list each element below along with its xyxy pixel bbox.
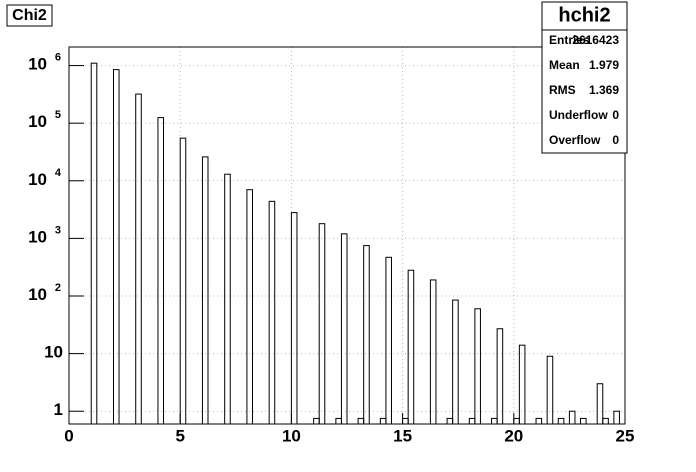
- y-tick-label: 1: [54, 401, 63, 420]
- y-tick-base: 10: [28, 285, 47, 304]
- stats-box: [541, 1, 628, 154]
- y-tick-label: 10: [28, 55, 47, 74]
- y-tick-power: 5: [55, 109, 61, 121]
- x-tick-label: 15: [393, 426, 412, 445]
- x-tick-label: 0: [64, 426, 73, 445]
- y-tick-power: 4: [55, 167, 62, 179]
- y-tick-label: 10: [28, 113, 47, 132]
- stats-value: 2616423: [572, 33, 619, 47]
- stats-label: RMS: [549, 83, 576, 97]
- y-tick-base: 10: [28, 55, 47, 74]
- stats-label: Overflow: [549, 133, 601, 147]
- stats-value: 1.979: [589, 58, 619, 72]
- y-tick-base: 1: [54, 401, 63, 420]
- chart-title: Chi2: [12, 7, 47, 24]
- plot-frame: [68, 46, 626, 425]
- x-tick-label: 5: [175, 426, 184, 445]
- y-tick-label: 10: [44, 343, 63, 362]
- y-tick-power: 6: [55, 51, 61, 63]
- title-box: [6, 4, 53, 27]
- y-tick-base: 10: [28, 228, 47, 247]
- stats-title: hchi2: [558, 4, 610, 26]
- y-tick-base: 10: [28, 170, 47, 189]
- y-tick-power: 2: [55, 282, 61, 294]
- stats-label: Mean: [549, 58, 580, 72]
- y-tick-label: 10: [28, 228, 47, 247]
- stats-value: 0: [612, 108, 619, 122]
- y-tick-power: 3: [55, 224, 61, 236]
- y-tick-base: 10: [28, 113, 47, 132]
- y-tick-power-text: 3: [55, 224, 61, 236]
- stats-label: Underflow: [549, 108, 608, 122]
- x-tick-label: 20: [504, 426, 523, 445]
- x-tick-label: 10: [282, 426, 301, 445]
- stats-value: 0: [612, 133, 619, 147]
- stats-label: Entries: [549, 33, 590, 47]
- y-tick-power-text: 4: [55, 167, 62, 179]
- y-tick-base: 10: [44, 343, 63, 362]
- stats-value: 1.369: [589, 83, 619, 97]
- y-tick-power-text: 6: [55, 51, 61, 63]
- y-tick-power-text: 5: [55, 109, 61, 121]
- x-tick-label: 25: [616, 426, 635, 445]
- y-tick-power-text: 2: [55, 282, 61, 294]
- y-tick-label: 10: [28, 170, 47, 189]
- y-tick-label: 10: [28, 285, 47, 304]
